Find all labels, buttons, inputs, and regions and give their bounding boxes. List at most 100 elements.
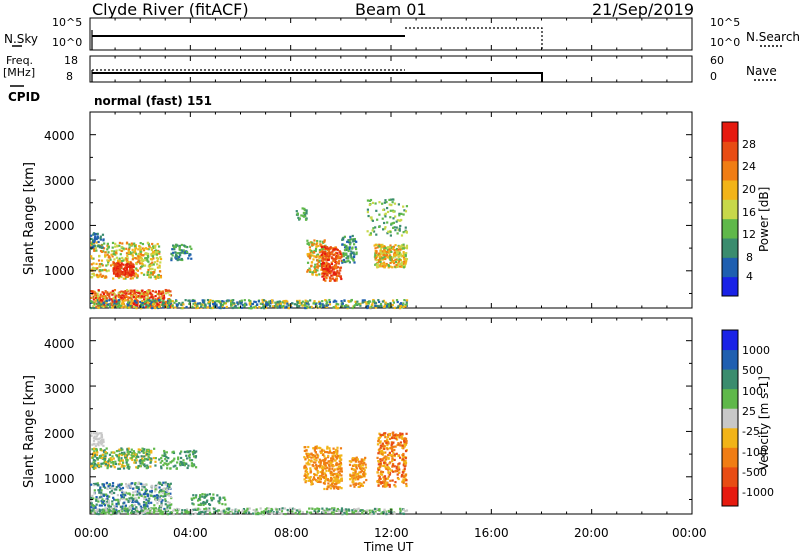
power-echo: [111, 306, 114, 309]
velocity-echo: [405, 482, 408, 486]
power-echo: [96, 292, 99, 295]
velocity-echo: [391, 465, 394, 468]
power-echo: [383, 266, 386, 269]
velocity-echo: [306, 472, 310, 476]
velocity-echo: [160, 502, 163, 505]
power-echo: [320, 263, 324, 266]
power-echo: [115, 303, 118, 306]
power-echo: [149, 258, 153, 261]
velocity-echo: [98, 456, 101, 459]
velocity-echo: [142, 451, 145, 455]
velocity-echo: [129, 450, 132, 454]
velocity-echo: [90, 432, 93, 435]
power-echo: [384, 303, 387, 306]
power-echo: [398, 212, 401, 215]
power-echo: [313, 265, 316, 269]
velocity-echo: [229, 511, 233, 515]
velocity-echo: [104, 510, 108, 513]
velocity-echo: [159, 461, 162, 464]
velocity-echo: [167, 457, 170, 460]
power-echo: [151, 290, 154, 293]
velocity-echo: [197, 498, 201, 501]
velocity-echo: [384, 485, 387, 488]
velocity-echo: [164, 494, 167, 498]
power-echo: [391, 304, 394, 307]
power-echo: [112, 298, 115, 301]
power-echo: [365, 302, 368, 305]
power-echo: [105, 270, 108, 273]
velocity-echo: [118, 454, 121, 457]
velocity-echo: [135, 466, 138, 469]
power-echo: [233, 305, 236, 309]
velocity-echo: [121, 451, 124, 455]
power-echo: [295, 210, 298, 213]
power-echo: [152, 257, 155, 260]
power-echo: [319, 240, 322, 243]
power-echo: [320, 264, 324, 267]
velocity-echo: [362, 467, 365, 470]
velocity-echo: [276, 510, 279, 513]
velocity-echo: [326, 447, 329, 450]
velocity-echo: [218, 501, 221, 505]
velocity-echo: [315, 456, 318, 459]
power-echo: [324, 272, 327, 275]
velocity-echo: [386, 477, 389, 480]
power-echo: [169, 305, 172, 309]
power-echo: [290, 305, 293, 309]
velocity-echo: [146, 505, 149, 508]
power-echo: [128, 301, 132, 304]
velocity-echo: [291, 511, 294, 514]
power-echo: [139, 267, 142, 270]
power-echo: [147, 248, 150, 251]
velocity-echo: [374, 512, 377, 515]
velocity-echo: [140, 488, 144, 491]
velocity-echo: [130, 448, 133, 451]
power-echo: [132, 292, 135, 296]
velocity-echo: [358, 476, 361, 479]
velocity-echo: [327, 510, 330, 513]
velocity-echo: [381, 481, 384, 484]
power-echo: [392, 301, 396, 304]
velocity-echo: [310, 483, 313, 486]
power-echo: [364, 300, 367, 304]
velocity-echo: [382, 480, 385, 483]
velocity-echo: [394, 481, 397, 484]
power-echo: [404, 226, 407, 229]
velocity-echo: [328, 449, 332, 452]
power-echo: [99, 299, 102, 302]
power-echo: [97, 245, 100, 248]
velocity-echo: [117, 500, 120, 503]
velocity-echo: [377, 438, 380, 441]
power-echo: [120, 296, 124, 300]
velocity-echo: [142, 450, 145, 453]
power-echo: [388, 248, 391, 251]
velocity-echo: [192, 449, 196, 452]
velocity-echo: [132, 454, 135, 457]
velocity-echo: [304, 474, 308, 477]
power-echo: [302, 211, 306, 215]
power-echo: [182, 249, 185, 252]
power-echo: [128, 246, 131, 249]
power-echo: [306, 253, 309, 256]
velocity-echo: [102, 484, 106, 488]
power-echo: [366, 300, 370, 304]
velocity-echo: [391, 479, 394, 482]
velocity-echo: [405, 509, 409, 512]
power-echo: [114, 298, 117, 301]
power-echo: [132, 270, 135, 273]
velocity-echo: [331, 507, 334, 510]
power-echo: [359, 304, 362, 307]
power-echo: [385, 264, 388, 267]
velocity-echo: [147, 455, 150, 458]
velocity-echo: [94, 509, 97, 512]
velocity-echo: [116, 498, 119, 501]
velocity-echo: [378, 441, 382, 444]
velocity-echo: [122, 467, 126, 470]
power-echo: [328, 303, 332, 306]
power-echo: [381, 300, 384, 303]
velocity-echo: [306, 474, 309, 477]
velocity-echo: [127, 467, 131, 470]
power-echo: [111, 301, 114, 304]
velocity-echo: [131, 458, 134, 462]
velocity-echo: [125, 461, 128, 464]
